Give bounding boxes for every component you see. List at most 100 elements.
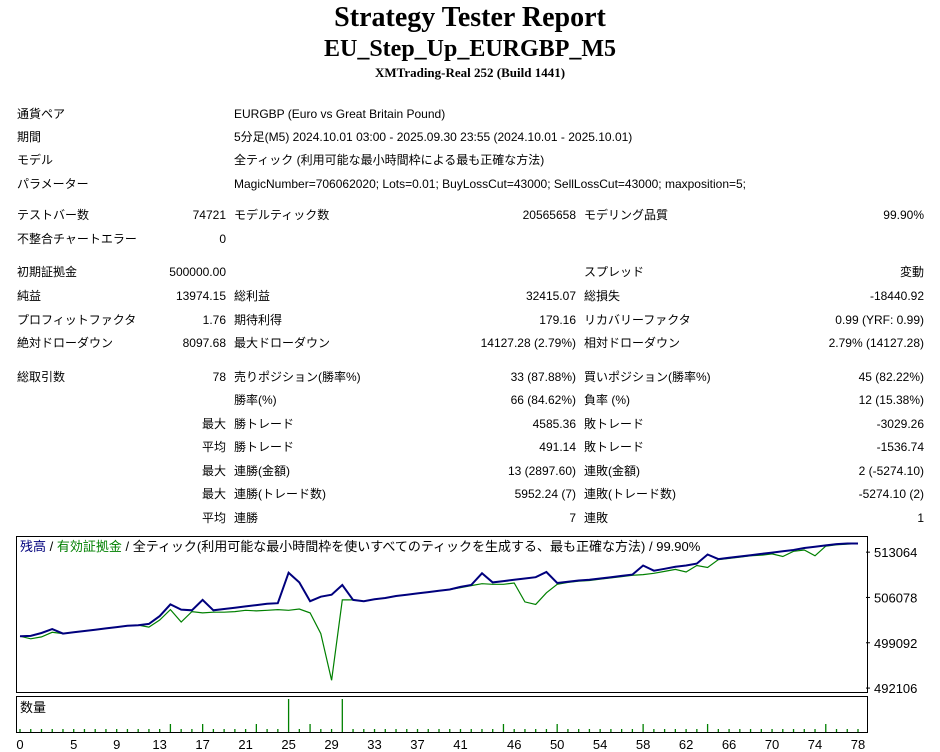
x-tick-label: 29: [324, 737, 338, 752]
x-tick-label: 41: [453, 737, 467, 752]
stat-value-bars: 74721: [192, 208, 226, 222]
stat-label-cons-loss-money: 連敗(金額): [584, 464, 640, 478]
stat-label-avg-loss: 敗トレード: [584, 440, 645, 454]
y-tick-label: 492106: [874, 681, 917, 696]
setting-value-parameters: MagicNumber=706062020; Lots=0.01; BuyLos…: [234, 177, 747, 191]
stat-value-cons-win-count: 5952.24 (7): [514, 487, 576, 501]
stat-label-ticks: モデルティック数: [234, 208, 330, 222]
stat-label-short: 売りポジション(勝率%): [234, 370, 361, 384]
x-tick-label: 17: [195, 737, 209, 752]
stat-value-avg-win: 491.14: [539, 440, 576, 454]
stat-prefix-max-cons-money: 最大: [201, 464, 226, 478]
stat-label-spread: スプレッド: [584, 265, 645, 279]
x-tick-label: 13: [152, 737, 166, 752]
stat-value-net: 13974.15: [175, 289, 226, 303]
setting-value-model: 全ティック (利用可能な最小時間枠による最も正確な方法): [234, 153, 545, 167]
setting-label-symbol: 通貨ペア: [17, 107, 66, 121]
stat-value-cons-win-money: 13 (2897.60): [507, 464, 576, 478]
report-title: Strategy Tester Report: [334, 2, 606, 33]
stat-label-largest-loss: 敗トレード: [584, 417, 645, 431]
stat-value-cons-loss-money: 2 (-5274.10): [858, 464, 924, 478]
stat-value-largest-win: 4585.36: [532, 417, 576, 431]
stat-label-gross-profit: 総利益: [234, 289, 271, 303]
x-tick-label: 5: [70, 737, 77, 752]
stat-prefix-average: 平均: [201, 440, 226, 454]
x-tick-label: 50: [550, 737, 564, 752]
setting-label-model: モデル: [17, 153, 54, 167]
stat-prefix-max-cons-count: 最大: [201, 487, 226, 501]
series-line-balance: [19, 542, 858, 638]
stat-label-net: 純益: [17, 289, 42, 303]
stat-label-gross-loss: 総損失: [584, 289, 621, 303]
stat-value-largest-loss: -3029.26: [876, 417, 924, 431]
y-tick-label: 506078: [874, 590, 917, 605]
stat-value-expected: 179.16: [539, 313, 576, 327]
stat-label-recovery: リカバリーファクタ: [584, 313, 691, 327]
stat-label-loss-pct: 負率 (%): [584, 393, 630, 407]
stat-label-trades: 総取引数: [17, 370, 66, 384]
stat-value-deposit: 500000.00: [169, 265, 226, 279]
x-tick-label: 0: [16, 737, 23, 752]
legend-sep: /: [46, 539, 57, 554]
legend-balance: 残高: [20, 539, 46, 554]
legend-rest: / 全ティック(利用可能な最小時間枠を使いすべてのティックを生成する、最も正確な…: [122, 539, 701, 554]
x-tick-label: 25: [281, 737, 295, 752]
stat-label-bars: テストバー数: [17, 208, 90, 222]
stat-label-avg-cons-win: 連勝: [234, 511, 259, 525]
stat-value-trades: 78: [212, 370, 226, 384]
stat-value-errors: 0: [219, 232, 226, 246]
setting-value-symbol: EURGBP (Euro vs Great Britain Pound): [234, 107, 446, 121]
stat-value-recovery: 0.99 (YRF: 0.99): [835, 313, 924, 327]
stat-label-long: 買いポジション(勝率%): [584, 370, 711, 384]
report-subtitle: EU_Step_Up_EURGBP_M5: [323, 36, 617, 62]
x-tick-label: 78: [851, 737, 865, 752]
stat-label-largest-win: 勝トレード: [234, 417, 295, 431]
stat-prefix-largest: 最大: [201, 417, 226, 431]
stat-value-gross-profit: 32415.07: [525, 289, 576, 303]
stat-value-abs-dd: 8097.68: [182, 336, 226, 350]
stat-prefix-avg-cons: 平均: [201, 511, 226, 525]
stat-label-profit-factor: プロフィットファクタ: [17, 313, 137, 327]
stat-label-win-pct: 勝率(%): [234, 393, 277, 407]
stat-label-cons-loss-count: 連敗(トレード数): [584, 487, 676, 501]
stat-label-cons-win-money: 連勝(金額): [234, 464, 290, 478]
x-tick-label: 58: [636, 737, 650, 752]
x-tick-label: 37: [410, 737, 424, 752]
y-tick-label: 499092: [874, 636, 917, 651]
stat-label-expected: 期待利得: [234, 313, 283, 327]
stat-label-abs-dd: 絶対ドローダウン: [17, 336, 114, 350]
stat-label-max-dd: 最大ドローダウン: [234, 336, 331, 350]
x-tick-label: 9: [113, 737, 120, 752]
stat-value-avg-cons-loss: 1: [917, 511, 924, 525]
stat-value-spread: 変動: [899, 265, 924, 279]
stat-value-quality: 99.90%: [883, 208, 924, 222]
report-build: XMTrading-Real 252 (Build 1441): [374, 65, 566, 80]
stat-value-max-dd: 14127.28 (2.79%): [480, 336, 576, 350]
stat-value-profit-factor: 1.76: [202, 313, 226, 327]
stat-value-cons-loss-count: -5274.10 (2): [858, 487, 924, 501]
stat-value-win-pct: 66 (84.62%): [510, 393, 576, 407]
stat-label-avg-win: 勝トレード: [234, 440, 295, 454]
stat-label-quality: モデリング品質: [584, 208, 669, 222]
chart-legend: 残高 / 有効証拠金 / 全ティック(利用可能な最小時間枠を使いすべてのティック…: [20, 539, 701, 554]
stat-value-rel-dd: 2.79% (14127.28): [828, 336, 924, 350]
setting-label-parameters: パラメーター: [17, 177, 89, 191]
x-tick-label: 33: [367, 737, 381, 752]
stat-value-gross-loss: -18440.92: [869, 289, 924, 303]
setting-value-period: 5分足(M5) 2024.10.01 03:00 - 2025.09.30 23…: [234, 130, 633, 144]
stat-value-avg-loss: -1536.74: [876, 440, 924, 454]
stat-label-rel-dd: 相対ドローダウン: [584, 336, 681, 350]
stat-label-cons-win-count: 連勝(トレード数): [234, 487, 326, 501]
stat-value-ticks: 20565658: [522, 208, 576, 222]
x-tick-label: 21: [238, 737, 252, 752]
x-tick-label: 74: [808, 737, 822, 752]
stat-value-short: 33 (87.88%): [510, 370, 576, 384]
setting-label-period: 期間: [17, 130, 42, 144]
y-tick-label: 513064: [874, 545, 917, 560]
x-tick-label: 46: [507, 737, 521, 752]
x-tick-label: 62: [679, 737, 693, 752]
stat-value-loss-pct: 12 (15.38%): [858, 393, 924, 407]
x-tick-label: 70: [765, 737, 779, 752]
volume-frame: [16, 696, 868, 733]
stat-label-deposit: 初期証拠金: [17, 265, 78, 279]
